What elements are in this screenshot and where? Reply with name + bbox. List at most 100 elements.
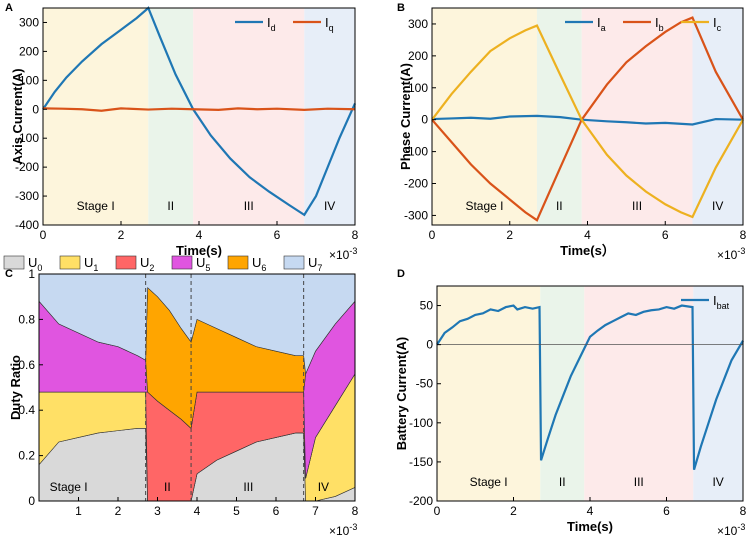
stage-label: III (634, 475, 644, 489)
stage-band-3 (692, 8, 743, 225)
legend-label-0: Ia (597, 15, 606, 33)
stage-label: III (243, 480, 253, 494)
stage-band-3 (304, 8, 355, 225)
stage-label: IV (318, 480, 329, 494)
x-tick-label: 8 (740, 504, 747, 518)
y-tick-label: 0.4 (18, 403, 35, 417)
y-tick-label: 0 (32, 102, 39, 116)
x-tick-label: 8 (740, 228, 747, 242)
x-axis-label: Time(s) (176, 243, 222, 258)
x-tick-label: 8 (352, 228, 359, 242)
y-tick-label: 0.6 (18, 358, 35, 372)
panel-letter: B (397, 2, 405, 14)
stage-band-1 (148, 8, 194, 225)
y-tick-label: 50 (420, 299, 434, 313)
stage-band-0 (43, 8, 149, 225)
stage-label: Stage I (470, 475, 508, 489)
x-tick-label: 2 (510, 504, 517, 518)
y-tick-label: -150 (409, 455, 433, 469)
legend-swatch-2 (115, 255, 137, 270)
y-tick-label: 300 (408, 17, 428, 31)
x-axis-label: Time(s） (560, 243, 615, 258)
x-tick-label: 4 (194, 504, 201, 518)
stage-label: II (559, 475, 566, 489)
stage-band-2 (584, 286, 694, 501)
x-tick-label: 2 (506, 228, 513, 242)
y-axis-label: Duty Ratio (8, 355, 23, 420)
x-tick-label: 0 (429, 228, 436, 242)
y-tick-label: -100 (409, 416, 433, 430)
x-tick-label: 5 (233, 504, 240, 518)
series-line-2 (431, 24, 744, 219)
legend-label-1: U1 (84, 255, 98, 273)
x-tick-label: 6 (663, 504, 670, 518)
stage-label: Stage I (50, 480, 88, 494)
stage-label: II (167, 199, 174, 213)
stage-label: Stage I (77, 199, 115, 213)
series-line-0 (436, 304, 744, 471)
x-tick-label: 0 (434, 504, 441, 518)
stage-label: II (556, 199, 563, 213)
y-tick-label: 0.8 (18, 312, 35, 326)
y-tick-label: 0 (421, 113, 428, 127)
stage-label: IV (712, 475, 723, 489)
x-tick-label: 4 (196, 228, 203, 242)
y-tick-label: 0 (28, 494, 35, 508)
y-tick-label: -200 (15, 160, 39, 174)
y-tick-label: -100 (15, 131, 39, 145)
stage-band-0 (437, 286, 541, 501)
y-tick-label: 300 (19, 15, 39, 29)
legend-label-4: U6 (252, 255, 266, 273)
y-tick-label: 200 (408, 49, 428, 63)
x-tick-label: 6 (662, 228, 669, 242)
x-tick-label: 6 (273, 504, 280, 518)
y-tick-label: -300 (15, 189, 39, 203)
legend-swatch-3 (171, 255, 193, 270)
legend-label-2: U2 (140, 255, 154, 273)
y-tick-label: 1 (28, 267, 35, 281)
stage-band-2 (581, 8, 693, 225)
x-tick-label: 2 (118, 228, 125, 242)
legend-swatch-5 (283, 255, 305, 270)
y-tick-label: 0 (426, 338, 433, 352)
x-multiplier: ×10-3 (329, 522, 357, 538)
x-multiplier: ×10-3 (717, 522, 745, 538)
x-tick-label: 6 (274, 228, 281, 242)
x-tick-label: 4 (584, 228, 591, 242)
panel-letter: D (397, 268, 405, 280)
x-tick-label: 3 (154, 504, 161, 518)
x-multiplier: ×10-3 (717, 246, 745, 262)
x-axis-label: Time(s) (567, 519, 613, 534)
y-tick-label: -100 (404, 145, 428, 159)
stage-band-1 (540, 286, 585, 501)
legend-label-1: Ib (655, 15, 664, 33)
y-tick-label: -300 (404, 208, 428, 222)
x-tick-label: 1 (75, 504, 82, 518)
stage-label: III (632, 199, 642, 213)
legend-label-0: Id (267, 15, 276, 33)
legend-swatch-4 (227, 255, 249, 270)
y-tick-label: 100 (408, 81, 428, 95)
y-tick-label: -50 (416, 377, 434, 391)
stage-label: Stage I (465, 199, 503, 213)
legend-swatch-1 (59, 255, 81, 270)
x-tick-label: 4 (587, 504, 594, 518)
legend-label-3: U5 (196, 255, 210, 273)
y-tick-label: -200 (409, 494, 433, 508)
legend-label-0: U0 (28, 255, 42, 273)
y-axis-label: Battery Current(A) (394, 337, 409, 450)
stage-label: III (244, 199, 254, 213)
y-axis-label: Phase Current(A) (398, 63, 413, 170)
legend-label-5: U7 (308, 255, 322, 273)
legend-label-0: Ibat (713, 293, 730, 311)
y-axis-label: Axis Current(A) (10, 68, 25, 164)
stage-label: IV (324, 199, 335, 213)
panel-letter: C (5, 268, 13, 280)
stage-label: II (164, 480, 171, 494)
legend-label-1: Iq (325, 15, 334, 33)
y-tick-label: -200 (404, 177, 428, 191)
